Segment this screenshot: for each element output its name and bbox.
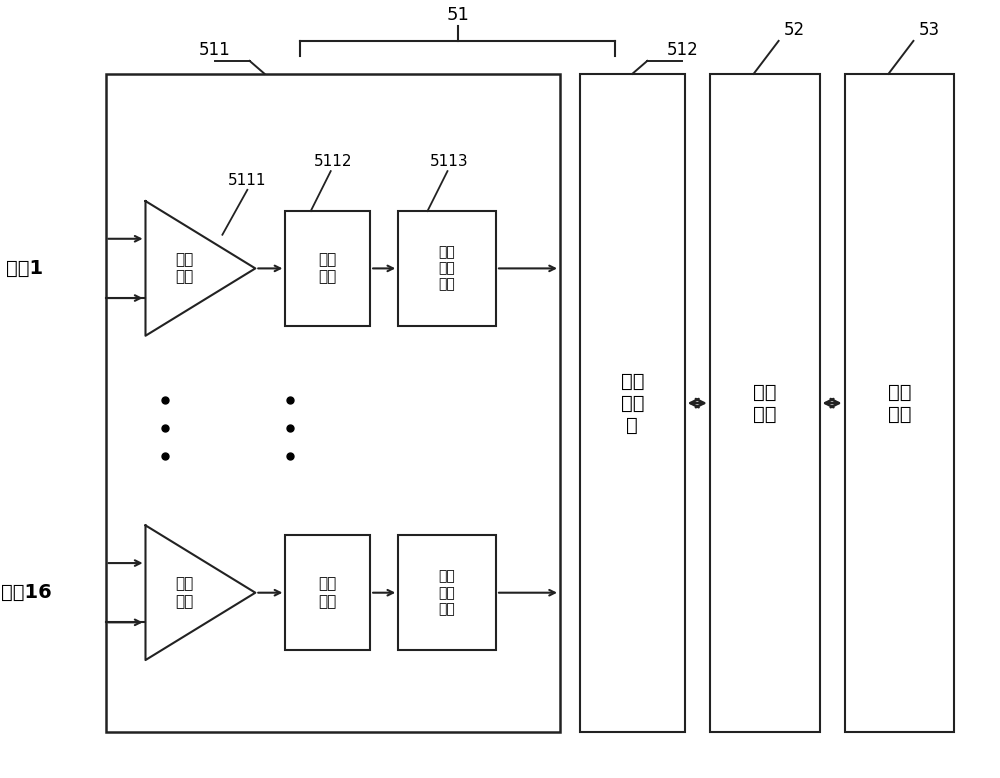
Text: 低频
滤波
电路: 低频 滤波 电路: [439, 569, 455, 616]
Text: 监控
模块: 监控 模块: [888, 383, 911, 423]
Text: 5113: 5113: [430, 154, 469, 169]
Text: 通道16: 通道16: [1, 584, 51, 602]
Text: 5112: 5112: [313, 154, 352, 169]
Text: 放大
电路: 放大 电路: [175, 252, 193, 285]
Text: 52: 52: [784, 21, 805, 39]
Bar: [106, 74, 560, 732]
Text: 放大
电路: 放大 电路: [175, 576, 193, 609]
Text: 5111: 5111: [228, 173, 267, 187]
Bar: [398, 211, 496, 326]
Text: 主控
模块: 主控 模块: [753, 383, 776, 423]
Text: 低频
滤波
电路: 低频 滤波 电路: [439, 245, 455, 292]
Bar: [398, 535, 496, 650]
Bar: [845, 74, 954, 732]
Text: 512: 512: [666, 41, 698, 59]
Text: 解调
电路: 解调 电路: [319, 252, 337, 285]
Text: 53: 53: [918, 21, 940, 39]
Text: 511: 511: [199, 41, 231, 59]
Text: 解调
电路: 解调 电路: [319, 576, 337, 609]
Bar: [710, 74, 820, 732]
Text: 通道1: 通道1: [6, 259, 43, 278]
Text: 51: 51: [446, 6, 469, 24]
Bar: [285, 211, 370, 326]
Bar: [580, 74, 685, 732]
Text: 信号
采集
器: 信号 采集 器: [621, 372, 644, 435]
Bar: [285, 535, 370, 650]
